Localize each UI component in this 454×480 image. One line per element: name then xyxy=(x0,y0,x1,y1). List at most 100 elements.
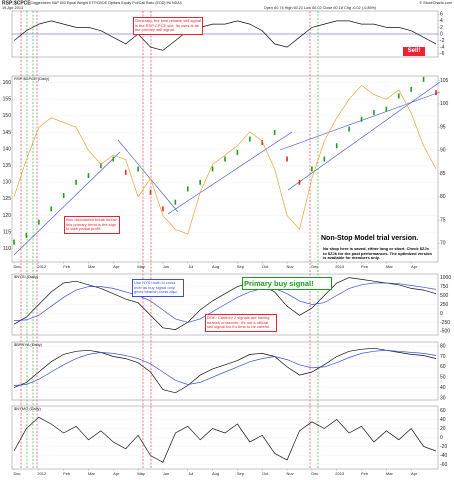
x-tick-label: May xyxy=(137,264,145,269)
series-line xyxy=(13,20,437,51)
trend-line xyxy=(13,151,121,256)
x-tick-label: May xyxy=(137,471,145,476)
y-tick-label: 50 xyxy=(440,375,446,381)
series-line xyxy=(13,277,437,330)
annotation: Sell! xyxy=(403,47,425,56)
y-tick-label: -2 xyxy=(440,38,445,44)
x-tick-label: Jun xyxy=(163,471,169,476)
x-tick-label: Sep xyxy=(237,264,245,269)
x-tick-label: Feb xyxy=(361,471,369,476)
trend-line xyxy=(117,139,179,213)
panel-title: RSP:$CPCE (Daily) xyxy=(14,76,50,81)
x-tick-label: Mar xyxy=(386,264,394,269)
y-tick-label: 30 xyxy=(440,395,446,401)
annotation: DOE: Caution! 2 signals are having beari… xyxy=(205,314,277,332)
annotation: Primary buy signal! xyxy=(242,277,332,290)
panel-title: $NYMO (Daily) xyxy=(14,406,42,411)
y-tick-label: 60 xyxy=(440,364,446,370)
y-tick-label: -250 xyxy=(440,320,450,326)
x-tick-label: Apr xyxy=(113,264,120,269)
y-tick-label: 20 xyxy=(440,426,446,432)
x-tick-label: Mar xyxy=(88,471,96,476)
y-tick-label: 150 xyxy=(3,113,12,119)
x-tick-label: Nov xyxy=(286,264,293,269)
y-tick-label: 60 xyxy=(440,408,446,414)
quote: Open 60.74 High 60.21 Low 60.02 Close 60… xyxy=(264,6,377,10)
y-tick-label: -20 xyxy=(440,444,447,450)
annotation: Generally, the best reliable sell signal… xyxy=(133,17,203,35)
y-tick-label: 0 xyxy=(440,31,443,37)
y-tick-label: 40 xyxy=(440,417,446,423)
annotation: Non-Stop Model trial version. xyxy=(320,234,430,244)
y-tick-label: 4 xyxy=(440,18,443,24)
y-tick-label: 1000 xyxy=(440,275,451,281)
x-tick-label: 2013 xyxy=(335,264,345,269)
x-tick-label: 2012 xyxy=(37,264,47,269)
y-tick-label: -500 xyxy=(440,329,450,335)
x-tick-label: Dec xyxy=(13,471,20,476)
trend-line xyxy=(279,91,441,151)
y2-tick-label: 75 xyxy=(440,217,446,223)
y-tick-label: 40 xyxy=(440,385,446,391)
y2-tick-label: 100 xyxy=(440,101,449,107)
x-tick-label: Dec xyxy=(311,264,318,269)
x-tick-label: Apr xyxy=(113,471,120,476)
x-tick-label: 2012 xyxy=(37,471,47,476)
panel-frame xyxy=(11,75,439,263)
y-tick-label: -4 xyxy=(440,44,445,50)
x-tick-label: Dec xyxy=(311,471,318,476)
y-tick-label: 70 xyxy=(440,354,446,360)
trend-line xyxy=(287,81,441,191)
x-tick-label: Jul xyxy=(188,471,193,476)
symbol: RSP:$CPCE xyxy=(2,0,31,6)
x-tick-label: Nov xyxy=(286,471,293,476)
y-tick-label: 120 xyxy=(3,213,12,219)
series-line xyxy=(13,416,437,463)
x-tick-label: Oct xyxy=(262,471,269,476)
y-tick-label: 250 xyxy=(440,302,449,308)
x-tick-label: Mar xyxy=(386,471,394,476)
y-tick-label: 125 xyxy=(3,196,12,202)
y2-tick-label: 90 xyxy=(440,148,446,154)
x-tick-label: Dec xyxy=(13,264,20,269)
y-tick-label: 2 xyxy=(440,25,443,31)
y-tick-label: 140 xyxy=(3,146,12,152)
credit: © StockCharts.com xyxy=(419,1,452,5)
y-tick-label: 110 xyxy=(3,246,11,252)
annotation: Non discounted break below this primary … xyxy=(64,216,120,234)
y-tick-label: 80 xyxy=(440,343,446,349)
series-line xyxy=(13,282,437,323)
y2-tick-label: 95 xyxy=(440,124,446,130)
y-tick-label: -60 xyxy=(440,462,447,468)
y-tick-label: 145 xyxy=(3,130,12,136)
y-tick-label: -40 xyxy=(440,453,447,459)
date: 19-Apr-2013 xyxy=(2,6,23,10)
trend-line xyxy=(167,131,293,215)
panel-title: $BPNYA (Daily) xyxy=(14,342,43,347)
y-tick-label: -6 xyxy=(440,51,445,57)
x-tick-label: Jul xyxy=(188,264,193,269)
annotation: Use NYSI both in cross over as buy signa… xyxy=(132,279,184,297)
y-tick-label: 155 xyxy=(3,97,12,103)
y-tick-label: 6 xyxy=(440,12,443,18)
series-line xyxy=(13,347,437,394)
y-tick-label: 130 xyxy=(3,180,12,186)
y-tick-label: 0 xyxy=(440,435,443,441)
x-tick-label: Aug xyxy=(212,471,219,476)
y2-tick-label: 105 xyxy=(440,78,449,84)
x-tick-label: Feb xyxy=(361,264,369,269)
x-tick-label: Feb xyxy=(63,264,71,269)
x-tick-label: 2013 xyxy=(335,471,345,476)
panel-title: $NYSI (Daily) xyxy=(14,274,39,279)
description: Guggenheim S&P 500 Equal Weight ETF/CBOE… xyxy=(30,1,183,5)
y2-tick-label: 70 xyxy=(440,241,446,247)
x-tick-label: Aug xyxy=(212,264,219,269)
y-tick-label: 500 xyxy=(440,293,449,299)
x-tick-label: Sep xyxy=(237,471,245,476)
y-tick-label: 160 xyxy=(3,80,12,86)
x-tick-label: Oct xyxy=(262,264,269,269)
series-line xyxy=(13,84,437,235)
y-tick-label: 115 xyxy=(3,229,11,235)
y-tick-label: 750 xyxy=(440,284,449,290)
